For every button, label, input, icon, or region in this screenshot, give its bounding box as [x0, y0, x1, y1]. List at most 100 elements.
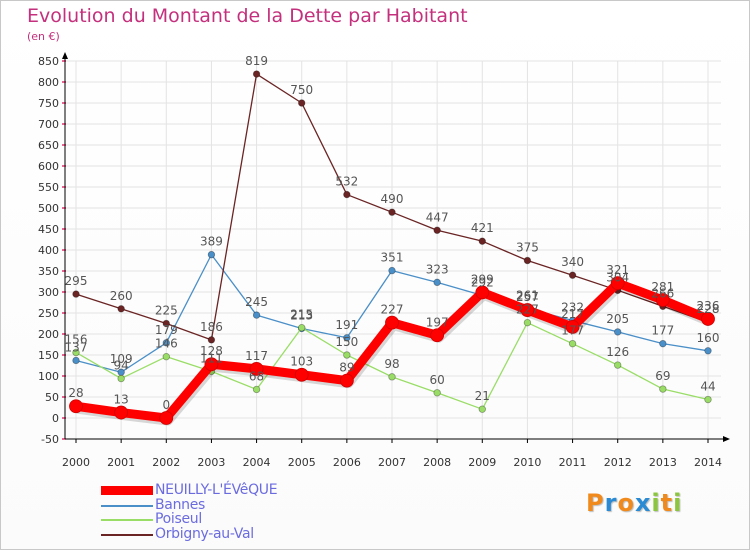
- data-label-poiseul: 227: [516, 303, 539, 317]
- data-label-poiseul: 60: [430, 373, 445, 387]
- data-point-bannes: [252, 311, 261, 319]
- data-point-bannes: [659, 339, 667, 348]
- y-tick-label: 550: [38, 181, 59, 194]
- data-label-neuilly-l-v-que: 128: [200, 344, 223, 358]
- x-tick-label: 2013: [649, 456, 677, 469]
- x-tick-label: 2001: [107, 456, 135, 469]
- data-point-orbigny-au-val: [433, 226, 441, 234]
- logo-letter: i: [673, 489, 683, 517]
- logo-letter: t: [660, 489, 674, 517]
- y-tick-label: 300: [38, 286, 59, 299]
- data-point-poiseul: [704, 395, 712, 404]
- x-tick-label: 2005: [288, 456, 316, 469]
- data-label-poiseul: 126: [606, 345, 629, 359]
- y-tick-label: 750: [38, 97, 59, 110]
- y-tick-label: 200: [38, 328, 59, 341]
- data-point-poiseul: [298, 324, 306, 332]
- data-label-neuilly-l-v-que: 299: [471, 272, 494, 286]
- x-tick-label: 2009: [468, 456, 496, 469]
- data-label-neuilly-l-v-que: 13: [114, 393, 129, 407]
- y-tick-label: -50: [41, 433, 59, 446]
- data-label-orbigny-au-val: 750: [290, 83, 313, 97]
- data-label-bannes: 205: [606, 312, 629, 326]
- y-tick-label: 100: [38, 370, 59, 383]
- y-tick-label: 450: [38, 223, 59, 236]
- data-label-neuilly-l-v-que: 257: [516, 290, 539, 304]
- data-point-neuilly-l-v-que: [339, 373, 354, 388]
- data-label-neuilly-l-v-que: 197: [426, 315, 449, 329]
- data-point-poiseul: [478, 405, 486, 413]
- legend-label-neuilly: NEUILLY-L'ÉVêQUE: [155, 482, 278, 498]
- data-label-bannes: 191: [335, 318, 358, 332]
- x-tick-label: 2007: [378, 456, 406, 469]
- logo-letter: r: [604, 489, 618, 517]
- data-label-bannes: 137: [65, 340, 88, 354]
- data-label-bannes: 179: [155, 323, 178, 337]
- x-axis-arrow: [723, 436, 730, 442]
- data-point-poiseul: [252, 385, 261, 394]
- data-label-orbigny-au-val: 295: [65, 274, 88, 288]
- data-point-orbigny-au-val: [523, 256, 532, 265]
- data-point-neuilly-l-v-que: [520, 303, 535, 317]
- data-point-bannes: [433, 278, 441, 287]
- data-label-neuilly-l-v-que: 227: [381, 303, 404, 317]
- data-point-orbigny-au-val: [252, 70, 261, 78]
- data-label-bannes: 323: [426, 262, 449, 276]
- data-label-poiseul: 215: [290, 308, 313, 322]
- proxiti-logo: Proxiti: [586, 489, 682, 517]
- data-label-poiseul: 94: [114, 359, 129, 373]
- y-tick-label: 500: [38, 202, 59, 215]
- data-point-bannes: [162, 339, 170, 347]
- y-axis-arrow: [62, 52, 68, 59]
- data-point-poiseul: [568, 339, 577, 348]
- x-tick-label: 2012: [604, 456, 632, 469]
- data-point-neuilly-l-v-que: [204, 357, 219, 372]
- x-tick-label: 2006: [333, 456, 361, 469]
- data-point-neuilly-l-v-que: [159, 411, 174, 425]
- data-point-poiseul: [343, 351, 351, 359]
- y-tick-label: 800: [38, 76, 59, 89]
- data-label-bannes: 261: [516, 288, 539, 302]
- data-point-bannes: [614, 328, 622, 336]
- data-point-orbigny-au-val: [162, 319, 170, 328]
- data-point-neuilly-l-v-que: [114, 405, 129, 420]
- x-tick-label: 2014: [694, 456, 722, 469]
- x-tick-label: 2010: [513, 456, 541, 469]
- data-label-bannes: 292: [471, 275, 494, 289]
- data-label-poiseul: 21: [475, 389, 490, 403]
- legend-label-poiseul: Poiseul: [155, 511, 202, 528]
- data-label-neuilly-l-v-que: 28: [68, 386, 83, 400]
- data-label-poiseul: 146: [155, 337, 178, 351]
- data-label-bannes: 160: [697, 331, 720, 345]
- data-label-poiseul: 156: [65, 332, 88, 346]
- data-label-neuilly-l-v-que: 281: [651, 280, 674, 294]
- y-tick-label: 600: [38, 160, 59, 173]
- legend-label-orbigny: Orbigny-au-Val: [155, 525, 254, 542]
- y-tick-label: 400: [38, 244, 59, 257]
- x-tick-label: 2008: [423, 456, 451, 469]
- data-label-poiseul: 150: [335, 335, 358, 349]
- data-label-poiseul: 177: [561, 324, 584, 338]
- data-label-orbigny-au-val: 266: [651, 286, 674, 300]
- data-point-bannes: [72, 356, 80, 365]
- data-label-poiseul: 44: [700, 380, 715, 394]
- data-label-orbigny-au-val: 421: [471, 221, 494, 235]
- data-label-neuilly-l-v-que: 217: [561, 307, 584, 321]
- data-label-orbigny-au-val: 340: [561, 255, 584, 269]
- data-point-poiseul: [614, 361, 622, 369]
- y-tick-label: 350: [38, 265, 59, 278]
- legend-label-bannes: Bannes: [155, 496, 206, 513]
- data-label-orbigny-au-val: 532: [335, 175, 358, 189]
- legend-swatch-neuilly: [101, 486, 153, 495]
- legend-swatch-orbigny: [101, 533, 153, 536]
- data-point-bannes: [704, 347, 712, 355]
- data-label-poiseul: 69: [655, 369, 670, 383]
- data-point-poiseul: [72, 348, 80, 357]
- data-point-bannes: [207, 250, 216, 259]
- data-point-neuilly-l-v-que: [385, 315, 399, 330]
- data-point-orbigny-au-val: [478, 237, 486, 245]
- data-label-poiseul: 111: [200, 351, 223, 365]
- data-label-bannes: 109: [110, 352, 133, 366]
- data-point-neuilly-l-v-que: [610, 276, 625, 291]
